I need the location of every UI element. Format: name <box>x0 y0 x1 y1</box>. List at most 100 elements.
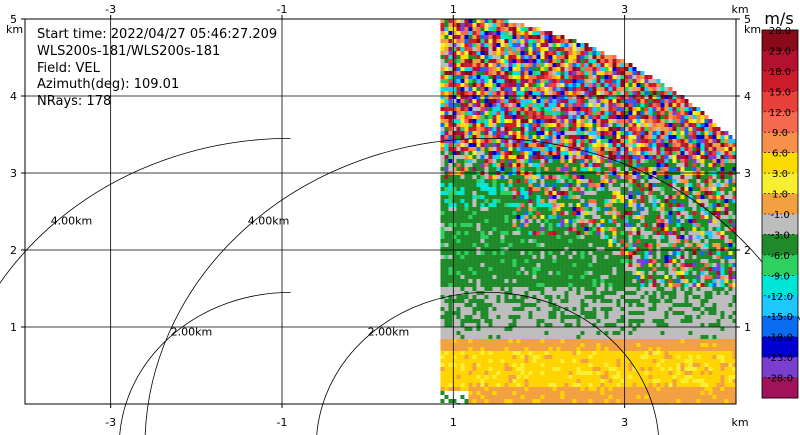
data-cell <box>548 103 553 107</box>
data-cell <box>568 203 573 207</box>
data-cell <box>604 299 609 303</box>
data-cell <box>600 295 605 299</box>
data-cell <box>468 263 473 267</box>
data-cell <box>488 283 493 287</box>
data-cell <box>596 231 601 235</box>
data-cell <box>644 175 649 179</box>
data-cell <box>584 59 589 63</box>
data-cell <box>488 55 493 59</box>
data-cell <box>508 143 513 147</box>
data-cell <box>608 151 613 155</box>
data-cell <box>456 39 461 43</box>
data-cell <box>592 311 597 315</box>
data-cell <box>548 91 553 95</box>
data-cell <box>696 315 701 319</box>
data-cell <box>556 55 561 59</box>
data-cell <box>448 243 453 247</box>
data-cell <box>664 287 669 291</box>
data-cell <box>592 143 597 147</box>
data-cell <box>644 267 649 271</box>
data-cell <box>604 55 609 59</box>
data-cell <box>496 203 501 207</box>
data-cell <box>672 103 677 107</box>
data-cell <box>448 207 453 211</box>
data-cell <box>548 199 553 203</box>
data-cell <box>696 131 701 135</box>
data-cell <box>464 239 469 243</box>
data-cell <box>500 263 505 267</box>
data-cell <box>716 143 721 147</box>
data-cell <box>504 155 509 159</box>
data-cell <box>460 283 465 287</box>
data-cell <box>480 19 485 23</box>
data-cell <box>624 315 629 319</box>
data-cell <box>524 203 529 207</box>
data-cell <box>664 195 669 199</box>
data-cell <box>580 43 585 47</box>
data-cell <box>708 235 713 239</box>
data-cell <box>484 275 489 279</box>
data-cell <box>632 311 637 315</box>
data-cell <box>484 287 489 291</box>
data-cell <box>488 227 493 231</box>
data-cell <box>488 35 493 39</box>
data-cell <box>468 295 473 299</box>
data-cell <box>680 103 685 107</box>
data-cell <box>484 23 489 27</box>
data-cell <box>492 131 497 135</box>
data-cell <box>640 231 645 235</box>
data-cell <box>620 127 625 131</box>
data-cell <box>584 291 589 295</box>
data-cell <box>652 323 657 327</box>
data-cell <box>656 275 661 279</box>
data-cell <box>716 315 721 319</box>
data-cell <box>576 111 581 115</box>
data-cell <box>592 267 597 271</box>
data-cell <box>652 207 657 211</box>
data-cell <box>656 311 661 315</box>
data-cell <box>580 99 585 103</box>
data-cell <box>592 51 597 55</box>
data-cell <box>492 111 497 115</box>
data-cell <box>444 67 449 71</box>
data-cell <box>684 179 689 183</box>
data-cell <box>592 63 597 67</box>
data-cell <box>476 223 481 227</box>
data-cell <box>564 183 569 187</box>
data-cell <box>484 199 489 203</box>
data-cell <box>460 151 465 155</box>
data-cell <box>544 147 549 151</box>
data-cell <box>664 175 669 179</box>
data-cell <box>480 203 485 207</box>
data-cell <box>504 167 509 171</box>
data-cell <box>568 91 573 95</box>
data-cell <box>516 267 521 271</box>
data-cell <box>584 207 589 211</box>
data-cell <box>500 267 505 271</box>
data-cell <box>524 235 529 239</box>
data-cell <box>700 139 705 143</box>
data-cell <box>468 223 473 227</box>
data-cell <box>660 259 665 263</box>
data-cell <box>532 195 537 199</box>
data-cell <box>484 135 489 139</box>
data-cell <box>472 243 477 247</box>
data-cell <box>676 263 681 267</box>
data-cell <box>560 311 565 315</box>
data-cell <box>492 67 497 71</box>
data-cell <box>628 243 633 247</box>
data-cell <box>568 131 573 135</box>
data-cell <box>484 211 489 215</box>
data-cell <box>584 271 589 275</box>
data-cell <box>584 135 589 139</box>
data-cell <box>548 87 553 91</box>
data-cell <box>444 283 449 287</box>
data-cell <box>472 319 477 323</box>
data-cell <box>544 127 549 131</box>
data-cell <box>444 271 449 275</box>
data-cell <box>556 323 561 327</box>
data-cell <box>440 275 445 279</box>
data-cell <box>440 167 445 171</box>
data-cell <box>492 255 497 259</box>
data-cell <box>596 175 601 179</box>
